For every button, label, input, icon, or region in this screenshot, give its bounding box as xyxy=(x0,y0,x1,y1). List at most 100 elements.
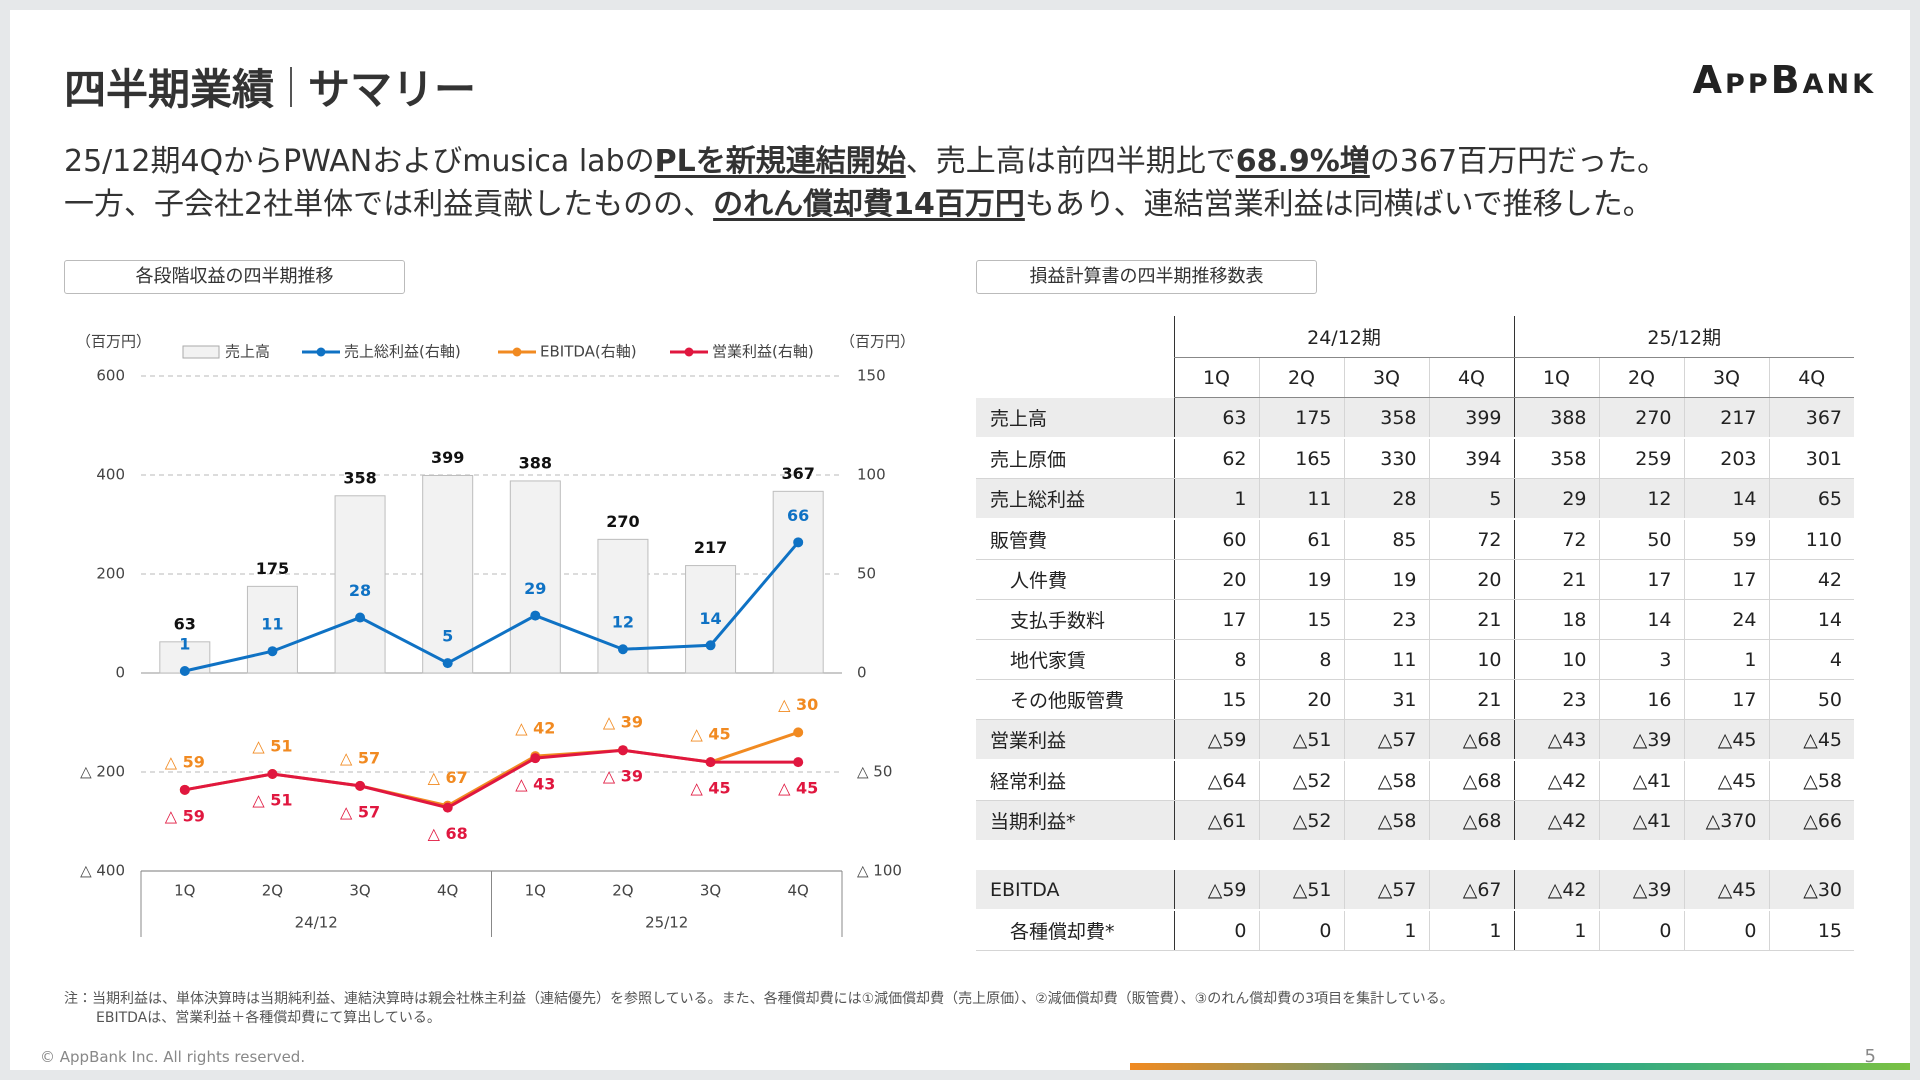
legend-swatch xyxy=(182,345,220,359)
cell: △67 xyxy=(1428,870,1514,911)
bar-value-label: 358 xyxy=(343,468,376,487)
column-header: 1Q xyxy=(1513,357,1599,398)
cell: 0 xyxy=(1683,910,1769,951)
bar xyxy=(772,490,824,674)
chart: △ 400 △ 200 0 200 400 600 △ 100 △ 50 0 50 100 150 （百… xyxy=(76,333,915,937)
table-row: 各種償却費* 0 0 1 1 1 0 0 15 xyxy=(976,910,1854,951)
cell: 175 xyxy=(1258,397,1344,439)
x-tick-label: 4Q xyxy=(788,882,809,900)
point-label: 1 xyxy=(179,635,190,654)
y2-tick-label: △ 50 xyxy=(857,763,892,781)
point-label: 28 xyxy=(349,581,371,600)
cell: 388 xyxy=(1513,397,1599,439)
x-tick-label: 3Q xyxy=(349,882,370,900)
cell: △68 xyxy=(1428,719,1514,761)
bottom-strip xyxy=(1130,1063,1910,1070)
table-row: 営業利益 △59 △51 △57 △68 △43 △39 △45 △45 xyxy=(976,719,1854,761)
bar-value-label: 63 xyxy=(174,614,196,633)
point xyxy=(530,610,541,621)
table-row: 地代家賃 8 8 11 10 10 3 1 4 xyxy=(976,639,1854,680)
point xyxy=(267,646,278,657)
cell: 301 xyxy=(1768,438,1854,479)
y-tick-label: △ 400 xyxy=(80,862,125,880)
note: 注：当期利益は、単体決算時は当期純利益、連結決算時は親会社株主利益（連結優先）を… xyxy=(64,991,1454,1007)
cell: 394 xyxy=(1428,438,1514,479)
cell: 1 xyxy=(1343,910,1429,951)
group-label: 25/12 xyxy=(645,914,688,932)
cell: △42 xyxy=(1513,760,1599,801)
y-tick-label: 200 xyxy=(96,565,125,583)
bar-value-label: 367 xyxy=(781,464,814,483)
cell: △57 xyxy=(1343,719,1429,761)
cell: △51 xyxy=(1258,870,1344,911)
point xyxy=(793,537,804,548)
cell: 15 xyxy=(1173,679,1259,720)
cell: 399 xyxy=(1428,397,1514,439)
cell: 5 xyxy=(1428,478,1514,520)
spacer xyxy=(976,841,1854,870)
cell: △58 xyxy=(1343,760,1429,801)
x-tick-label: 1Q xyxy=(174,882,195,900)
column-header: 3Q xyxy=(1343,357,1429,398)
point xyxy=(179,666,190,677)
lead-text: の367百万円だった。 xyxy=(1369,144,1668,179)
point xyxy=(355,780,366,791)
slide: 四半期業績 サマリー AppBank 25/12期4QからPWANおよびmusic… xyxy=(10,10,1910,1070)
point-label: 29 xyxy=(524,579,546,598)
table-row: 売上原価 62 165 330 394 358 259 203 301 xyxy=(976,438,1854,479)
point-label: 14 xyxy=(699,609,721,628)
header-row: 24/12期 25/12期 xyxy=(976,316,1854,358)
row-label: 売上高 xyxy=(976,397,1174,439)
bar-value-label: 175 xyxy=(256,559,289,578)
legend-label: 売上総利益(右軸) xyxy=(344,343,461,361)
row-label: 各種償却費* xyxy=(976,910,1174,951)
x-tick-label: 2Q xyxy=(262,882,283,900)
lead-text: もあり、連結営業利益は同横ばいで推移した。 xyxy=(1024,187,1653,222)
cell: △41 xyxy=(1598,800,1684,842)
line xyxy=(184,541,800,673)
cell: 23 xyxy=(1343,599,1429,640)
table-row: 販管費 60 61 85 72 72 50 59 110 xyxy=(976,519,1854,560)
cell: △64 xyxy=(1173,760,1259,801)
row-label: 支払手数料 xyxy=(976,599,1174,640)
cell: 165 xyxy=(1258,438,1344,479)
y2-tick-label: 150 xyxy=(857,367,886,385)
cell: 23 xyxy=(1513,679,1599,720)
cell: 1 xyxy=(1683,639,1769,680)
legend-label: 営業利益(右軸) xyxy=(712,343,814,361)
logo: AppBank xyxy=(1692,58,1876,102)
table-row: 当期利益* △61 △52 △58 △68 △42 △41 △370 △66 xyxy=(976,800,1854,842)
column-header: 2Q xyxy=(1598,357,1684,398)
cell: 1 xyxy=(1513,910,1599,951)
column-header: 1Q xyxy=(1173,357,1259,398)
bar xyxy=(509,480,561,674)
cell: △58 xyxy=(1343,800,1429,842)
cell: 11 xyxy=(1343,639,1429,680)
page-number: 5 xyxy=(1864,1046,1876,1067)
cell: 15 xyxy=(1258,599,1344,640)
point xyxy=(355,612,366,623)
point-label: △ 51 xyxy=(252,790,292,809)
column-header: 2Q xyxy=(1258,357,1344,398)
cell: 21 xyxy=(1428,679,1514,720)
point xyxy=(179,784,190,795)
cell: 63 xyxy=(1173,397,1259,439)
point xyxy=(705,757,716,768)
subtitle-text: サマリー xyxy=(308,65,477,114)
bar xyxy=(685,565,737,674)
lead-text: 一方、子会社2社単体では利益貢献したものの、 xyxy=(64,187,714,222)
column-header: 4Q xyxy=(1768,357,1854,398)
point xyxy=(530,753,541,764)
group-label: 24/12 xyxy=(295,914,338,932)
cell: △43 xyxy=(1513,719,1599,761)
bar-value-label: 217 xyxy=(694,538,727,557)
cell: 0 xyxy=(1258,910,1344,951)
cell: 20 xyxy=(1428,559,1514,600)
cell: 19 xyxy=(1343,559,1429,600)
cell: 358 xyxy=(1343,397,1429,439)
point-label: △ 45 xyxy=(690,779,730,798)
legend-label: EBITDA(右軸) xyxy=(540,343,637,361)
table-row: 支払手数料 17 15 23 21 18 14 24 14 xyxy=(976,599,1854,640)
cell: 16 xyxy=(1598,679,1684,720)
group-header: 25/12期 xyxy=(1513,316,1854,358)
